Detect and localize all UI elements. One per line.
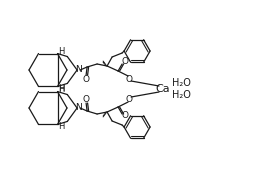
Text: H: H (58, 84, 65, 93)
Text: H: H (58, 47, 65, 56)
Text: H₂O: H₂O (172, 90, 191, 100)
Text: O: O (126, 75, 133, 83)
Text: Ca: Ca (156, 84, 170, 94)
Text: H: H (58, 122, 65, 131)
Text: H: H (58, 85, 65, 94)
Text: N: N (75, 103, 81, 112)
Text: H₂O: H₂O (172, 78, 191, 88)
Text: O: O (83, 95, 90, 103)
Text: N: N (75, 66, 81, 75)
Text: O: O (83, 75, 90, 83)
Text: O: O (122, 111, 129, 121)
Text: O: O (122, 57, 129, 67)
Text: O: O (126, 95, 133, 103)
